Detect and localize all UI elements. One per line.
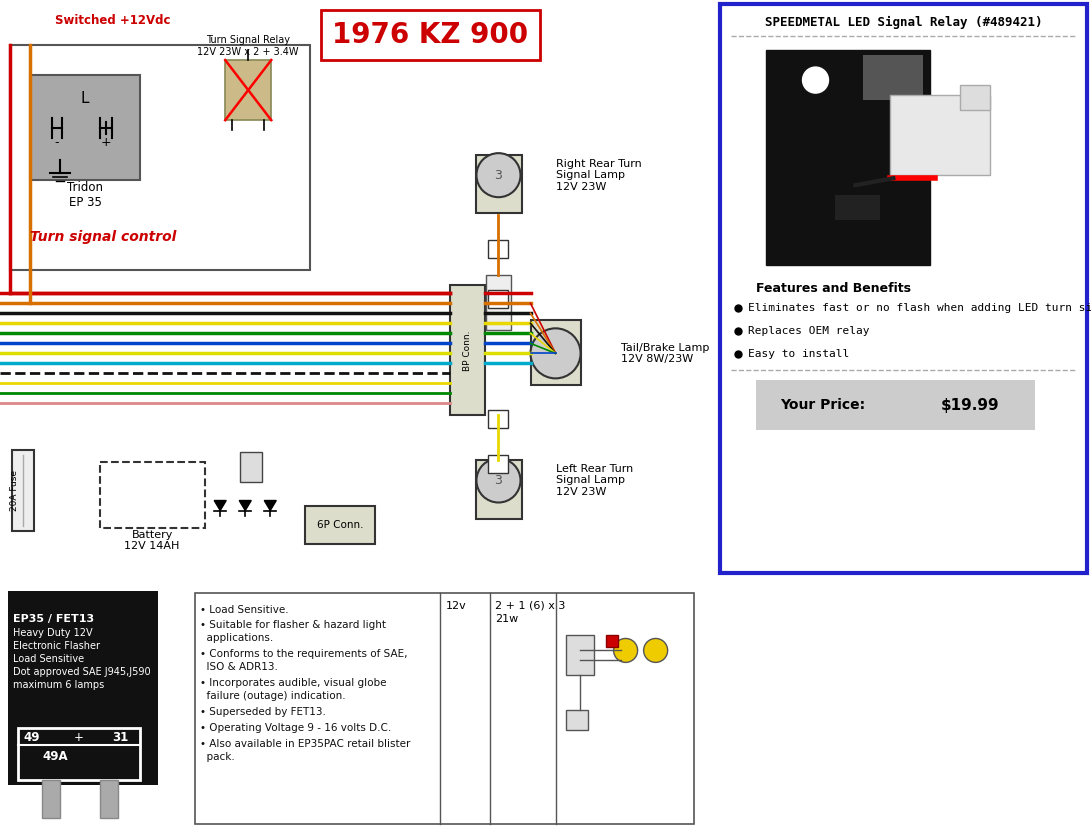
Text: Electronic Flasher: Electronic Flasher — [13, 642, 100, 651]
Bar — [863, 55, 923, 100]
Bar — [489, 290, 508, 308]
Polygon shape — [239, 501, 251, 510]
Polygon shape — [214, 501, 226, 510]
Text: Turn signal control: Turn signal control — [31, 230, 177, 244]
Bar — [8, 591, 158, 785]
Text: 20A Fuse: 20A Fuse — [10, 470, 19, 511]
Circle shape — [477, 458, 520, 503]
Text: • Conforms to the requirements of SAE,: • Conforms to the requirements of SAE, — [200, 649, 408, 659]
Bar — [477, 155, 521, 213]
Text: BP Conn.: BP Conn. — [463, 330, 472, 371]
Text: • Operating Voltage 9 - 16 volts D.C.: • Operating Voltage 9 - 16 volts D.C. — [200, 723, 392, 733]
Text: 49A: 49A — [43, 750, 68, 763]
Text: Right Rear Turn
Signal Lamp
12V 23W: Right Rear Turn Signal Lamp 12V 23W — [555, 159, 642, 192]
Circle shape — [613, 638, 637, 663]
Text: ISO & ADR13.: ISO & ADR13. — [200, 663, 278, 672]
Text: Dot approved SAE J945,J590: Dot approved SAE J945,J590 — [13, 667, 151, 677]
Text: L: L — [81, 91, 89, 106]
Circle shape — [644, 638, 668, 663]
Circle shape — [477, 154, 520, 197]
Text: 6P Conn.: 6P Conn. — [317, 519, 363, 529]
Text: Tridon
EP 35: Tridon EP 35 — [67, 181, 103, 209]
Text: 21w: 21w — [495, 613, 518, 623]
Bar — [766, 50, 931, 265]
Bar — [756, 380, 1035, 430]
Bar — [451, 285, 485, 415]
Bar — [19, 728, 140, 780]
Bar — [606, 635, 618, 648]
Bar — [890, 95, 991, 175]
Text: 2 + 1 (6) x 3: 2 + 1 (6) x 3 — [495, 601, 566, 611]
Circle shape — [803, 67, 828, 93]
Text: • Also available in EP35PAC retail blister: • Also available in EP35PAC retail blist… — [200, 739, 410, 749]
Text: Turn Signal Relay
12V 23W x 2 + 3.4W: Turn Signal Relay 12V 23W x 2 + 3.4W — [197, 35, 299, 57]
Text: Battery
12V 14AH: Battery 12V 14AH — [124, 529, 180, 551]
Bar — [489, 410, 508, 429]
Text: 1976 KZ 900: 1976 KZ 900 — [333, 21, 528, 49]
Text: +: + — [74, 731, 84, 743]
Text: 49: 49 — [24, 731, 40, 743]
Polygon shape — [264, 501, 276, 510]
Text: applications.: applications. — [200, 633, 274, 644]
Text: 12v: 12v — [445, 601, 466, 611]
Text: Replaces OEM relay: Replaces OEM relay — [747, 326, 870, 336]
Text: Left Rear Turn
Signal Lamp
12V 23W: Left Rear Turn Signal Lamp 12V 23W — [555, 464, 633, 497]
Bar — [12, 451, 34, 530]
Bar — [489, 456, 508, 473]
Bar — [565, 711, 588, 730]
Bar — [100, 780, 118, 818]
Text: Features and Benefits: Features and Benefits — [756, 282, 911, 294]
Text: • Superseded by FET13.: • Superseded by FET13. — [200, 707, 326, 717]
Bar — [565, 635, 594, 675]
Bar — [100, 462, 205, 528]
Text: • Load Sensitive.: • Load Sensitive. — [200, 605, 289, 614]
Text: • Incorporates audible, visual globe: • Incorporates audible, visual globe — [200, 679, 386, 688]
Text: pack.: pack. — [200, 753, 235, 762]
Bar — [487, 275, 512, 331]
Bar — [305, 506, 375, 544]
Text: +: + — [100, 136, 111, 149]
Bar — [225, 60, 272, 120]
Bar — [530, 320, 580, 385]
Text: EP35 / FET13: EP35 / FET13 — [13, 613, 94, 623]
Bar — [43, 780, 60, 818]
Text: maximum 6 lamps: maximum 6 lamps — [13, 680, 105, 690]
Bar — [31, 75, 140, 180]
Bar — [240, 452, 262, 482]
Text: SPEEDMETAL LED Signal Relay (#489421): SPEEDMETAL LED Signal Relay (#489421) — [765, 15, 1042, 29]
Text: Eliminates fast or no flash when adding LED turn signals: Eliminates fast or no flash when adding … — [747, 304, 1091, 313]
Text: Tail/Brake Lamp
12V 8W/23W: Tail/Brake Lamp 12V 8W/23W — [621, 342, 709, 364]
Bar — [836, 195, 880, 220]
Text: 3: 3 — [494, 169, 503, 182]
Text: 3: 3 — [494, 474, 503, 487]
Text: Your Price:: Your Price: — [780, 399, 865, 413]
Text: Easy to install: Easy to install — [747, 349, 849, 359]
Text: Heavy Duty 12V: Heavy Duty 12V — [13, 628, 93, 638]
Bar — [960, 85, 991, 110]
Text: $19.99: $19.99 — [940, 398, 999, 413]
Bar — [477, 461, 521, 519]
Text: failure (outage) indication.: failure (outage) indication. — [200, 691, 346, 701]
Circle shape — [530, 328, 580, 378]
Text: -: - — [55, 136, 59, 149]
Bar — [195, 592, 694, 824]
Text: • Suitable for flasher & hazard light: • Suitable for flasher & hazard light — [200, 621, 386, 630]
Bar — [10, 45, 310, 270]
Text: Switched +12Vdc: Switched +12Vdc — [55, 13, 170, 27]
Text: Load Sensitive: Load Sensitive — [13, 654, 84, 664]
Bar — [489, 240, 508, 258]
Text: 31: 31 — [112, 731, 129, 743]
